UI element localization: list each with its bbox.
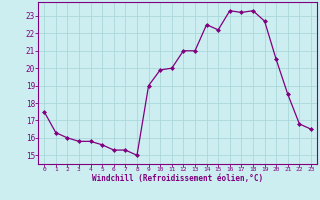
X-axis label: Windchill (Refroidissement éolien,°C): Windchill (Refroidissement éolien,°C) [92, 174, 263, 183]
